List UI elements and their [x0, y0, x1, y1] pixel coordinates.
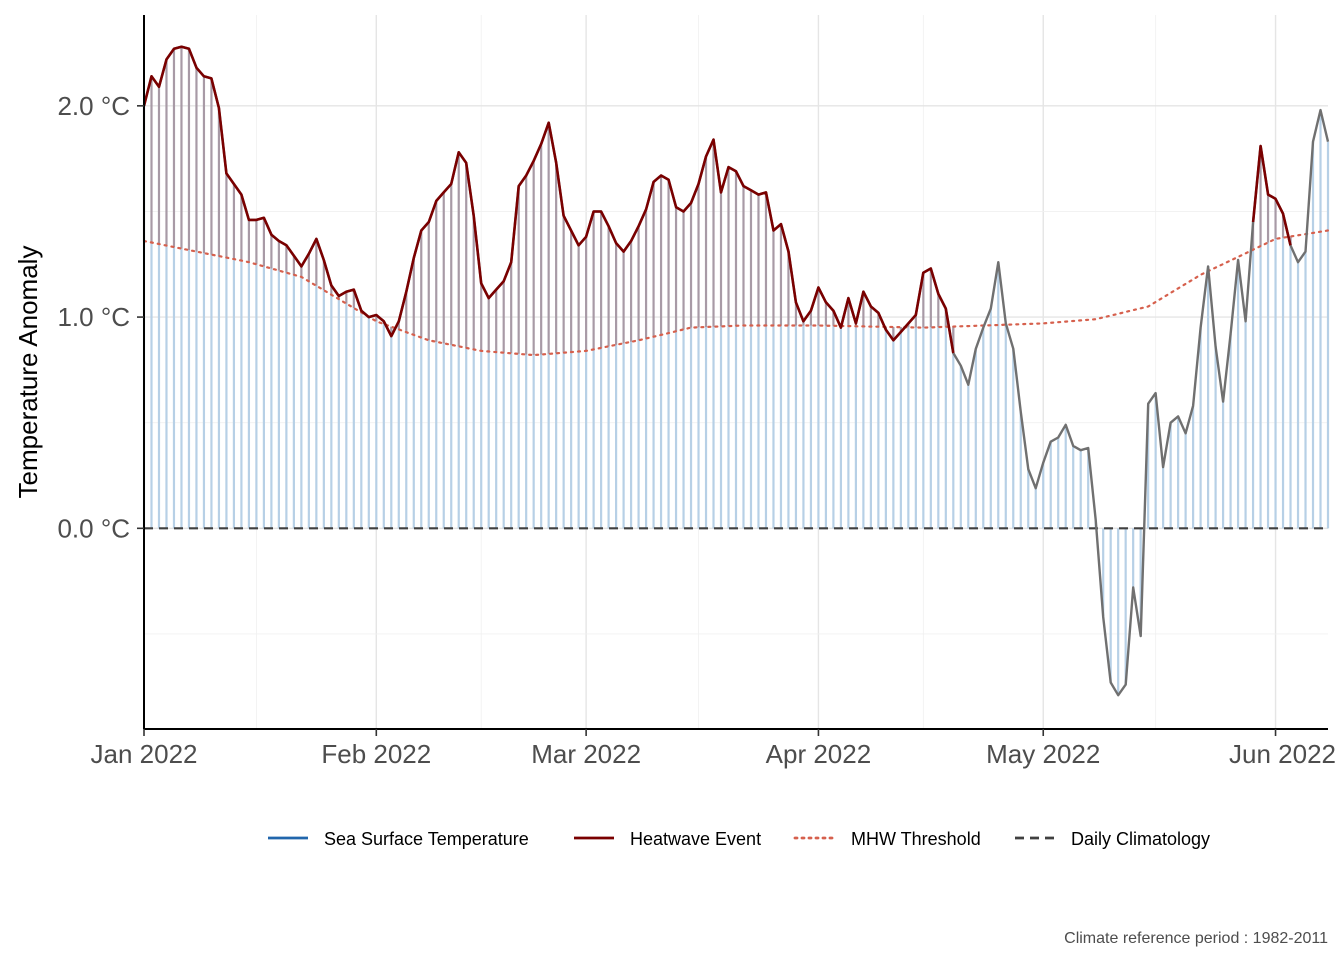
legend: Sea Surface Temperature Heatwave Event MHW… [268, 829, 1210, 849]
y-tick-label: 2.0 °C [57, 91, 130, 121]
x-tick-label: Apr 2022 [766, 739, 872, 769]
x-tick-label: Feb 2022 [321, 739, 431, 769]
x-tick-label: Mar 2022 [531, 739, 641, 769]
x-tick-label: May 2022 [986, 739, 1100, 769]
axes [143, 15, 1328, 730]
legend-label: Heatwave Event [630, 829, 761, 849]
y-tick-label: 1.0 °C [57, 302, 130, 332]
legend-label: Sea Surface Temperature [324, 829, 529, 849]
anomaly-bars [142, 46, 1330, 696]
legend-label: MHW Threshold [851, 829, 981, 849]
series-lines [142, 45, 1330, 697]
x-tick-label: Jun 2022 [1229, 739, 1336, 769]
heatwave-event-line [1251, 144, 1292, 246]
legend-label: Daily Climatology [1071, 829, 1210, 849]
y-tick-label: 0.0 °C [57, 513, 130, 543]
x-axis-ticks: Jan 2022 Feb 2022 Mar 2022 Apr 2022 May 2022… [91, 729, 1336, 769]
y-axis-title: Temperature Anomaly [13, 246, 43, 499]
y-axis-ticks: 0.0 °C 1.0 °C 2.0 °C [57, 91, 144, 543]
x-tick-label: Jan 2022 [91, 739, 198, 769]
caption: Climate reference period : 1982-2011 [1064, 930, 1328, 947]
heatwave-event-line [142, 45, 955, 354]
threshold-line [142, 229, 1330, 357]
